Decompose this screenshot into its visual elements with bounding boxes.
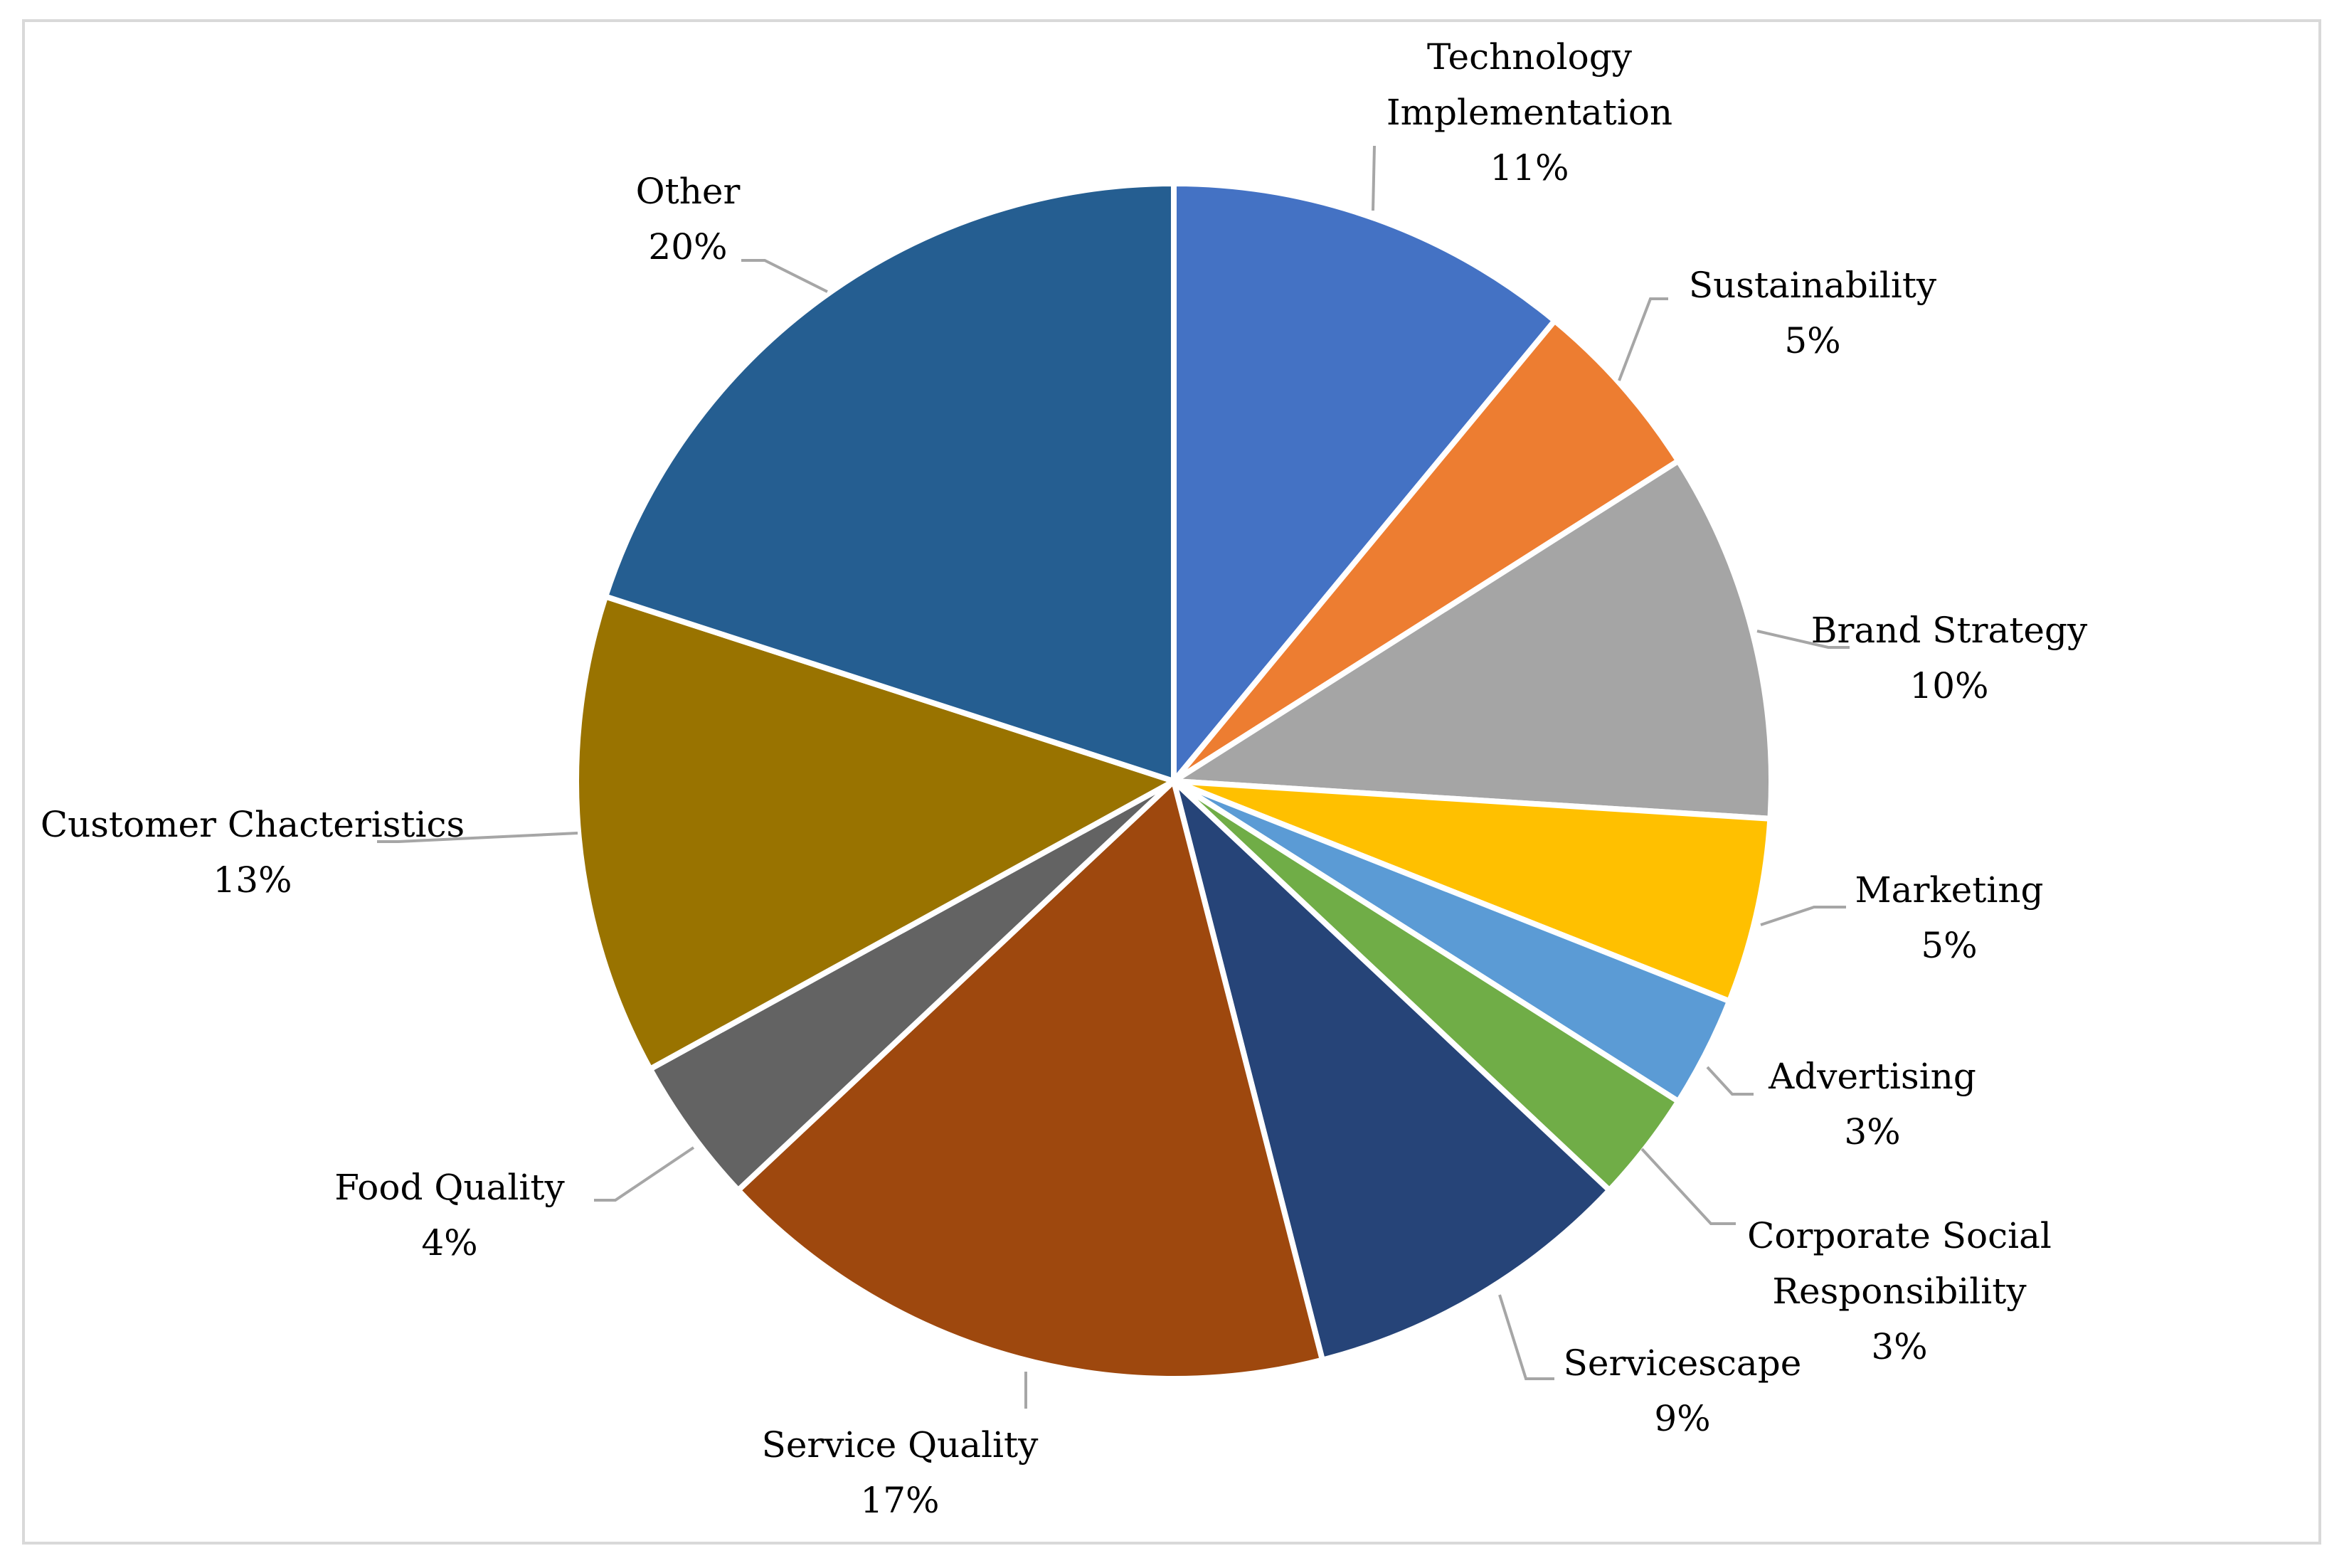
data-label-name: Corporate Social bbox=[1747, 1215, 2052, 1256]
data-label-name: Sustainability bbox=[1689, 265, 1937, 306]
data-label-percent: 11% bbox=[1490, 147, 1569, 189]
pie-slice-servicescape bbox=[1171, 778, 1613, 1363]
data-label-percent: 3% bbox=[1844, 1111, 1900, 1153]
data-label-name: Advertising bbox=[1768, 1056, 1976, 1097]
data-label-name: Service Quality bbox=[762, 1424, 1039, 1466]
data-label-name: Responsibility bbox=[1772, 1271, 2027, 1312]
data-label-name: Customer Chacteristics bbox=[41, 804, 465, 845]
leader-line-marketing bbox=[1760, 906, 1846, 926]
data-label-corporate-social-responsibility: Corporate Social Responsibility 3% bbox=[1747, 1215, 2052, 1367]
data-label-food-quality: Food Quality 4% bbox=[334, 1167, 565, 1264]
data-label-percent: 13% bbox=[213, 859, 292, 901]
data-label-customer-chacteristics: Customer Chacteristics 13% bbox=[41, 804, 465, 901]
pie-slice-food-quality bbox=[647, 778, 1177, 1194]
leader-line-other bbox=[741, 259, 828, 293]
pie-slice-marketing bbox=[1171, 778, 1773, 1005]
leader-line-brand-strategy bbox=[1756, 630, 1850, 649]
data-label-other: Other 20% bbox=[636, 171, 741, 267]
data-label-percent: 5% bbox=[1784, 320, 1840, 361]
pie-slice-customer-chacteristics bbox=[573, 593, 1177, 1072]
data-label-percent: 17% bbox=[860, 1480, 939, 1521]
pie-slices bbox=[573, 181, 1774, 1382]
leader-lines bbox=[377, 145, 1850, 1409]
data-label-name: Implementation bbox=[1386, 92, 1672, 133]
data-label-percent: 20% bbox=[648, 226, 727, 267]
data-labels: Technology Implementation 11% Sustainabilit… bbox=[41, 36, 2088, 1521]
data-label-percent: 10% bbox=[1909, 665, 1988, 706]
data-label-percent: 5% bbox=[1921, 925, 1977, 966]
data-label-name: Servicescape bbox=[1564, 1342, 1802, 1384]
leader-line-corporate-social-responsibility bbox=[1640, 1148, 1736, 1225]
pie-slice-service-quality bbox=[735, 778, 1325, 1382]
data-label-percent: 3% bbox=[1871, 1326, 1927, 1367]
data-label-percent: 9% bbox=[1654, 1398, 1710, 1439]
data-label-technology-implementation: Technology Implementation 11% bbox=[1386, 36, 1672, 189]
pie-slice-technology-implementation bbox=[1171, 181, 1558, 784]
pie-slice-sustainability bbox=[1171, 317, 1682, 784]
data-label-name: Food Quality bbox=[334, 1167, 565, 1208]
leader-line-food-quality bbox=[594, 1146, 695, 1202]
leader-line-servicescape bbox=[1498, 1294, 1554, 1380]
leader-line-sustainability bbox=[1618, 297, 1668, 381]
data-label-servicescape: Servicescape 9% bbox=[1564, 1342, 1802, 1439]
pie-slice-brand-strategy bbox=[1171, 457, 1774, 822]
leader-line-technology-implementation bbox=[1372, 145, 1376, 211]
pie-slice-other bbox=[603, 181, 1177, 784]
data-label-name: Marketing bbox=[1855, 869, 2043, 911]
leader-line-customer-chacteristics bbox=[377, 832, 578, 843]
data-label-name: Technology bbox=[1427, 36, 1633, 78]
data-label-sustainability: Sustainability 5% bbox=[1689, 265, 1937, 361]
data-label-percent: 4% bbox=[421, 1222, 477, 1264]
data-label-brand-strategy: Brand Strategy 10% bbox=[1811, 610, 2088, 706]
data-label-marketing: Marketing 5% bbox=[1855, 869, 2043, 966]
leader-line-advertising bbox=[1706, 1066, 1754, 1096]
data-label-name: Brand Strategy bbox=[1811, 610, 2088, 651]
data-label-advertising: Advertising 3% bbox=[1768, 1056, 1976, 1153]
data-label-name: Other bbox=[636, 171, 741, 212]
data-label-service-quality: Service Quality 17% bbox=[762, 1424, 1039, 1521]
